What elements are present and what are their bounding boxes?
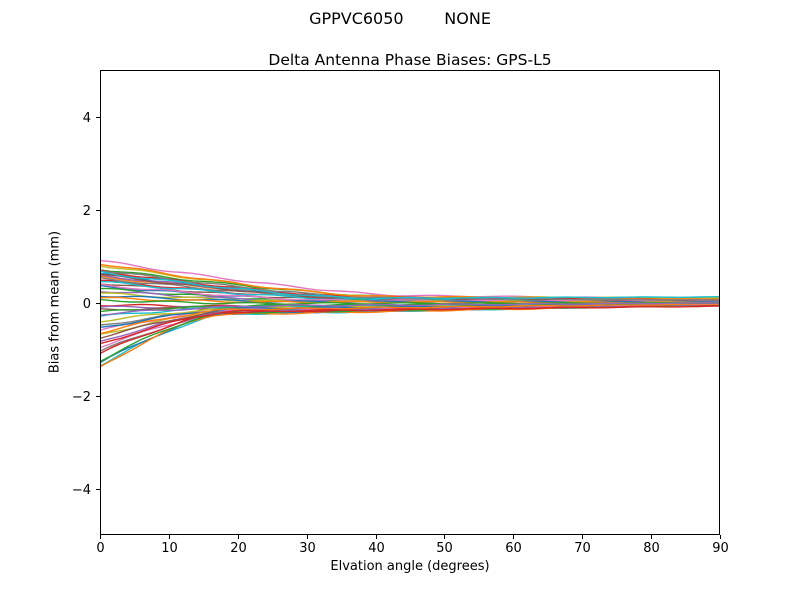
y-axis-label: Bias from mean (mm): [47, 230, 63, 374]
axes-spines: [100, 70, 720, 535]
tick-labels: 0 10 20 30 40 50 60 70 80 90 −4 −2 0 2 4: [72, 111, 729, 556]
y-tick-label: −2: [72, 390, 91, 405]
bias-line: [100, 270, 720, 300]
x-tick-label: 80: [643, 541, 660, 556]
bias-line: [100, 305, 720, 345]
series-lines: [100, 259, 720, 368]
x-tick-label: 20: [230, 541, 247, 556]
figure-suptitle: GPPVC6050 NONE: [309, 9, 491, 28]
y-tick-label: 0: [83, 297, 91, 312]
x-tick-label: 10: [161, 541, 178, 556]
x-tick-label: 40: [368, 541, 385, 556]
x-tick-label: 50: [436, 541, 453, 556]
bias-line: [100, 270, 720, 301]
y-tick-label: −4: [72, 483, 91, 498]
x-tick-label: 0: [96, 541, 104, 556]
x-axis-label: Elvation angle (degrees): [330, 559, 490, 574]
bias-line: [100, 302, 720, 316]
x-tick-label: 60: [505, 541, 522, 556]
x-tick-label: 70: [574, 541, 591, 556]
y-tick-label: 4: [83, 111, 91, 126]
x-tick-label: 30: [299, 541, 316, 556]
bias-line: [100, 303, 720, 335]
y-tick-label: 2: [83, 204, 91, 219]
x-tick-label: 90: [712, 541, 729, 556]
axes-title: Delta Antenna Phase Biases: GPS-L5: [268, 51, 552, 69]
axis-ticks: [96, 117, 721, 539]
